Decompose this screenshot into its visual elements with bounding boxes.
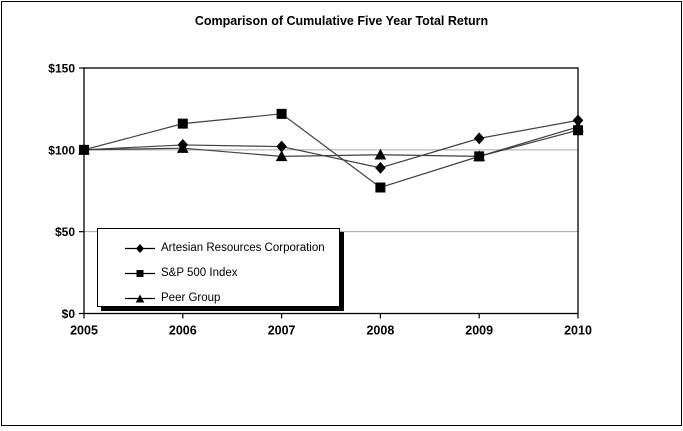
series-marker-diamond [276,140,287,153]
series-marker-square [474,151,485,162]
legend: Artesian Resources Corporation S&P 500 In… [97,228,340,307]
chart-title: Comparison of Cumulative Five Year Total… [194,14,489,28]
x-tick-label: 2007 [268,324,296,338]
legend-entry: S&P 500 Index [125,262,339,284]
series-marker-square [375,182,386,193]
series-marker-diamond [375,161,386,174]
y-tick-label: $100 [48,143,75,157]
y-tick-label: $150 [48,62,75,76]
y-tick-label: $50 [55,225,75,239]
legend-entry: Artesian Resources Corporation [125,237,339,259]
legend-entry: Peer Group [125,287,339,309]
series-line-triangle [83,126,579,157]
triangle-legend-icon [125,294,155,302]
x-tick-label: 2010 [564,324,592,338]
series-marker-square [177,118,188,129]
series-marker-square [79,144,89,155]
x-tick-label: 2009 [465,324,493,338]
series-marker-square [276,108,287,119]
x-tick-label: 2006 [169,324,197,338]
plot-frame [83,67,579,315]
x-tick-label: 2008 [366,324,394,338]
series-marker-diamond [177,138,189,151]
legend-label: S&P 500 Index [161,267,238,279]
legend-label: Artesian Resources Corporation [161,242,325,254]
diamond-legend-icon [125,243,155,253]
y-tick-label: $0 [62,307,76,321]
series-marker-square [573,125,583,136]
series-marker-triangle [275,150,288,162]
square-legend-icon [125,269,155,277]
series-marker-diamond [572,114,584,127]
legend-label: Peer Group [161,292,221,304]
series-line-diamond [83,119,579,169]
series-line-square [83,113,579,189]
series-marker-diamond [473,132,485,145]
x-tick-label: 2005 [70,324,98,338]
series-marker-triangle [374,148,387,160]
